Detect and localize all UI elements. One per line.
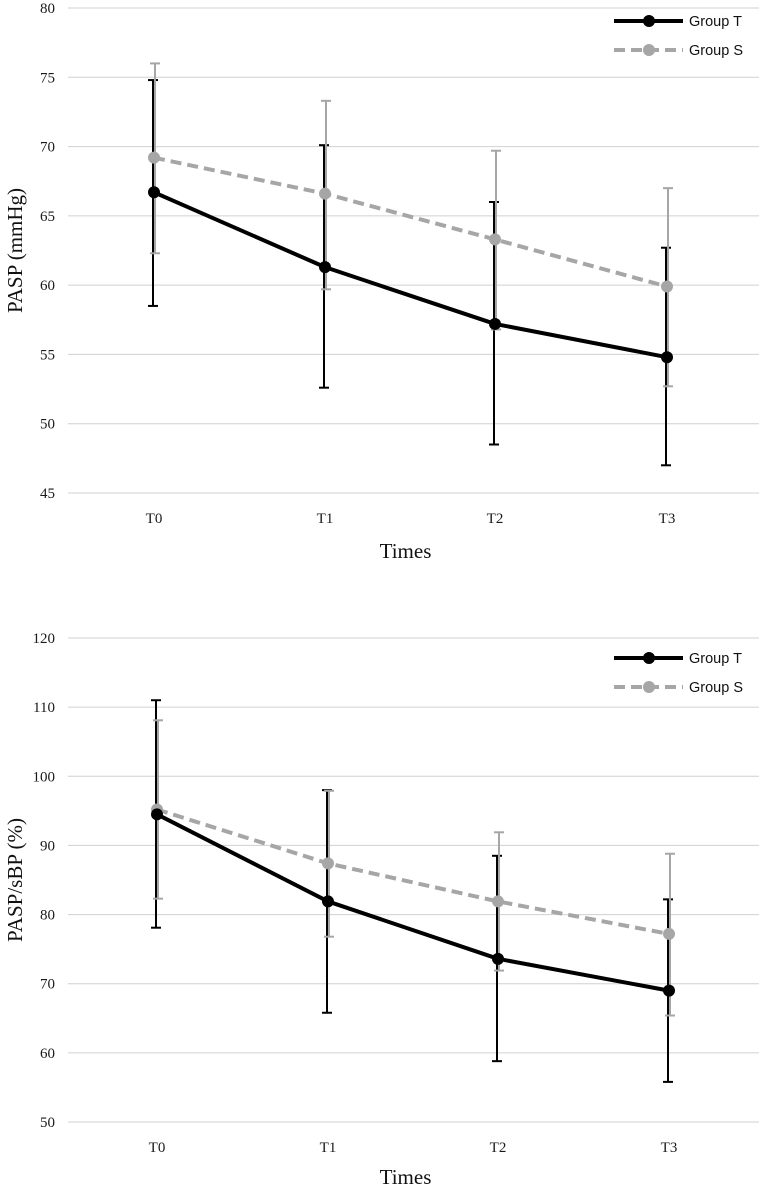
x-tick-label: T2 <box>487 511 504 527</box>
data-point-group-s <box>148 151 160 164</box>
y-tick-label: 45 <box>40 486 55 502</box>
legend-label: Group T <box>689 14 742 30</box>
data-point-group-s <box>663 927 675 940</box>
data-point-group-t <box>663 984 675 997</box>
legend-item-group-t: Group T <box>614 14 742 30</box>
legend-marker <box>643 44 655 56</box>
pasp-sbp-chart-svg: 50 60 70 80 90 100 110 120 T0 T1 T2 T3 Times PASP/sBP… <box>3 631 759 1189</box>
data-point-group-t <box>492 952 504 965</box>
y-axis-title: PASP (mmHg) <box>3 188 27 313</box>
data-point-group-s <box>661 280 673 293</box>
legend-item-group-t: Group T <box>614 651 742 667</box>
data-point-group-t <box>489 317 501 330</box>
y-tick-label: 60 <box>40 1046 55 1062</box>
data-point-group-t <box>319 261 331 274</box>
legend-marker <box>643 681 655 693</box>
data-point-group-s <box>489 233 501 246</box>
data-point-group-s <box>322 857 334 870</box>
pasp-chart: 45 50 55 60 65 70 75 80 T0 T1 T2 T3 Times PASP (mmHg)… <box>0 0 759 580</box>
y-tick-label: 50 <box>40 1115 55 1131</box>
x-tick-label: T3 <box>661 1140 678 1156</box>
y-tick-label: 65 <box>40 209 55 225</box>
legend-marker <box>643 15 655 27</box>
y-tick-label: 70 <box>40 977 55 993</box>
legend-label: Group S <box>689 43 743 59</box>
x-tick-label: T2 <box>490 1140 507 1156</box>
y-tick-label: 110 <box>33 700 55 716</box>
data-point-group-s <box>492 895 504 908</box>
series-line-group-t <box>156 812 670 993</box>
x-tick-label: T1 <box>317 511 334 527</box>
data-point-group-t <box>151 808 163 821</box>
legend-item-group-s: Group S <box>614 680 743 696</box>
legend-label: Group T <box>689 651 742 667</box>
data-point-group-t <box>322 895 334 908</box>
x-tick-label: T1 <box>320 1140 337 1156</box>
series-line-group-t <box>153 190 668 360</box>
y-tick-label: 70 <box>40 140 55 156</box>
legend-marker <box>643 652 655 664</box>
pasp-chart-svg: 45 50 55 60 65 70 75 80 T0 T1 T2 T3 Times PASP (mmHg)… <box>3 1 759 563</box>
data-point-group-t <box>661 351 673 364</box>
x-tick-label: T3 <box>659 511 676 527</box>
y-tick-label: 60 <box>40 278 55 294</box>
series-line-group-s <box>156 807 670 936</box>
x-axis-title: Times <box>380 539 432 563</box>
legend-item-group-s: Group S <box>614 43 743 59</box>
x-axis-title: Times <box>380 1165 432 1189</box>
y-tick-label: 120 <box>33 631 56 647</box>
series-line-group-s <box>153 155 668 289</box>
y-tick-label: 75 <box>40 70 55 86</box>
y-tick-label: 50 <box>40 417 55 433</box>
y-tick-label: 80 <box>40 1 55 17</box>
y-tick-label: 80 <box>40 908 55 924</box>
legend-label: Group S <box>689 680 743 696</box>
x-tick-label: T0 <box>146 511 163 527</box>
y-tick-label: 55 <box>40 347 55 363</box>
y-tick-label: 100 <box>33 769 56 785</box>
y-tick-label: 90 <box>40 838 55 854</box>
x-tick-label: T0 <box>149 1140 166 1156</box>
pasp-sbp-chart: 50 60 70 80 90 100 110 120 T0 T1 T2 T3 Times PASP/sBP… <box>0 620 759 1191</box>
y-axis-title: PASP/sBP (%) <box>3 818 27 942</box>
data-point-group-s <box>319 187 331 200</box>
data-point-group-t <box>148 186 160 199</box>
